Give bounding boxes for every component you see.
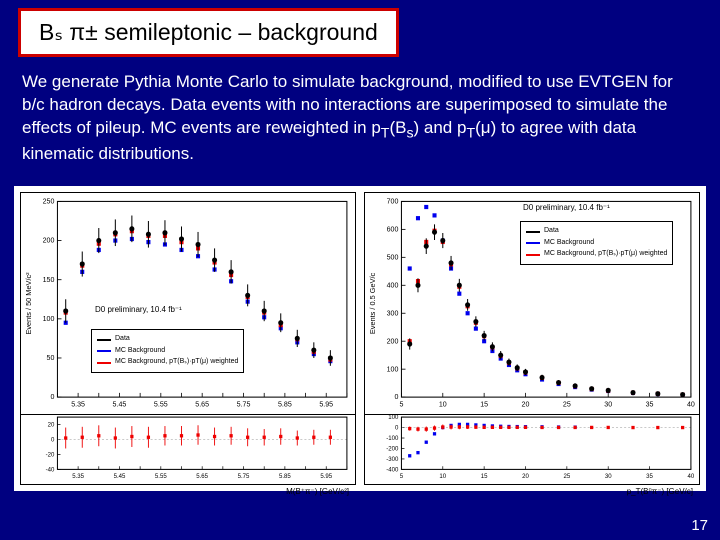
left-chart-panel: 0501001502002505.355.455.555.655.755.855… [20,192,356,485]
svg-text:400: 400 [387,281,399,290]
svg-text:50: 50 [47,353,55,362]
svg-text:5.85: 5.85 [278,400,292,409]
svg-text:-20: -20 [46,452,55,459]
svg-text:40: 40 [687,400,695,409]
svg-text:5.65: 5.65 [196,473,208,480]
right-chart-panel: 0100200300400500600700510152025303540Eve… [364,192,700,485]
svg-text:Events / 0.5 GeV/c: Events / 0.5 GeV/c [368,273,377,335]
svg-text:700: 700 [387,197,399,206]
right-main-plot: 0 100 200 300 400 500 600 700 5 10 15 20 25 30 35 40 Eve… [364,192,700,415]
svg-text:5.35: 5.35 [71,400,85,409]
svg-text:150: 150 [43,275,55,284]
svg-text:5.65: 5.65 [195,400,209,409]
svg-text:5.55: 5.55 [154,400,168,409]
svg-text:35: 35 [646,473,653,480]
svg-text:5.95: 5.95 [319,400,333,409]
body-text: We generate Pythia Monte Carlo to simula… [0,57,720,166]
svg-text:40: 40 [688,473,695,480]
right-xlabel: p_T(B⁰π⁻) [GeV/c] [627,487,693,496]
svg-text:250: 250 [43,197,55,206]
slide-title: Bₛ π± semileptonic – background [39,19,378,45]
svg-text:25: 25 [563,473,570,480]
svg-text:0: 0 [395,425,399,432]
svg-text:-300: -300 [386,456,399,463]
svg-text:0: 0 [51,437,55,444]
svg-text:10: 10 [439,473,446,480]
svg-text:10: 10 [439,400,447,409]
svg-text:5.85: 5.85 [279,473,291,480]
right-prelim: D0 preliminary, 10.4 fb⁻¹ [523,203,610,212]
svg-text:0: 0 [50,392,54,401]
svg-text:20: 20 [48,422,55,429]
svg-text:5: 5 [399,400,403,409]
svg-text:200: 200 [387,337,399,346]
svg-text:5.45: 5.45 [114,473,126,480]
svg-text:25: 25 [563,400,571,409]
svg-text:5: 5 [400,473,404,480]
svg-text:15: 15 [481,473,488,480]
svg-text:30: 30 [605,473,612,480]
left-prelim: D0 preliminary, 10.4 fb⁻¹ [95,305,182,314]
right-ratio-plot: -400-300-200-1000100510152025303540 p_T(… [364,415,700,485]
svg-text:500: 500 [387,253,399,262]
svg-text:Events / 50 MeV/c²: Events / 50 MeV/c² [24,272,33,335]
slide-number: 17 [691,517,708,534]
left-main-plot: 0 50 100 150 200 250 5.35 5.45 5.55 5.65 5.75 5.85 5… [20,192,356,415]
svg-text:-200: -200 [386,446,399,453]
svg-text:-40: -40 [46,467,55,474]
charts-area: 0501001502002505.355.455.555.655.755.855… [14,186,706,491]
left-ratio-plot: -40-200205.355.455.555.655.755.855.95 M(… [20,415,356,485]
svg-text:15: 15 [480,400,488,409]
right-legend: DataMC BackgroundMC Background, pT(Bₛ)·p… [520,221,673,265]
left-xlabel: M(B⁺π⁻) [GeV/c²] [286,487,349,496]
svg-text:5.75: 5.75 [237,400,251,409]
svg-text:5.45: 5.45 [113,400,127,409]
svg-text:5.35: 5.35 [72,473,84,480]
svg-text:100: 100 [43,314,55,323]
svg-text:5.75: 5.75 [238,473,250,480]
svg-text:200: 200 [43,236,55,245]
svg-text:-100: -100 [386,435,399,442]
svg-text:5.55: 5.55 [155,473,167,480]
svg-text:100: 100 [388,415,399,421]
svg-text:100: 100 [387,364,399,373]
svg-text:0: 0 [394,392,398,401]
title-box: Bₛ π± semileptonic – background [18,8,399,57]
svg-text:35: 35 [646,400,654,409]
svg-text:-400: -400 [386,467,399,474]
svg-text:600: 600 [387,225,399,234]
svg-text:20: 20 [522,400,530,409]
svg-text:20: 20 [522,473,529,480]
svg-text:30: 30 [604,400,612,409]
svg-text:5.95: 5.95 [320,473,332,480]
left-legend: DataMC BackgroundMC Background, pT(Bₛ)·p… [91,329,244,373]
svg-text:300: 300 [387,309,399,318]
